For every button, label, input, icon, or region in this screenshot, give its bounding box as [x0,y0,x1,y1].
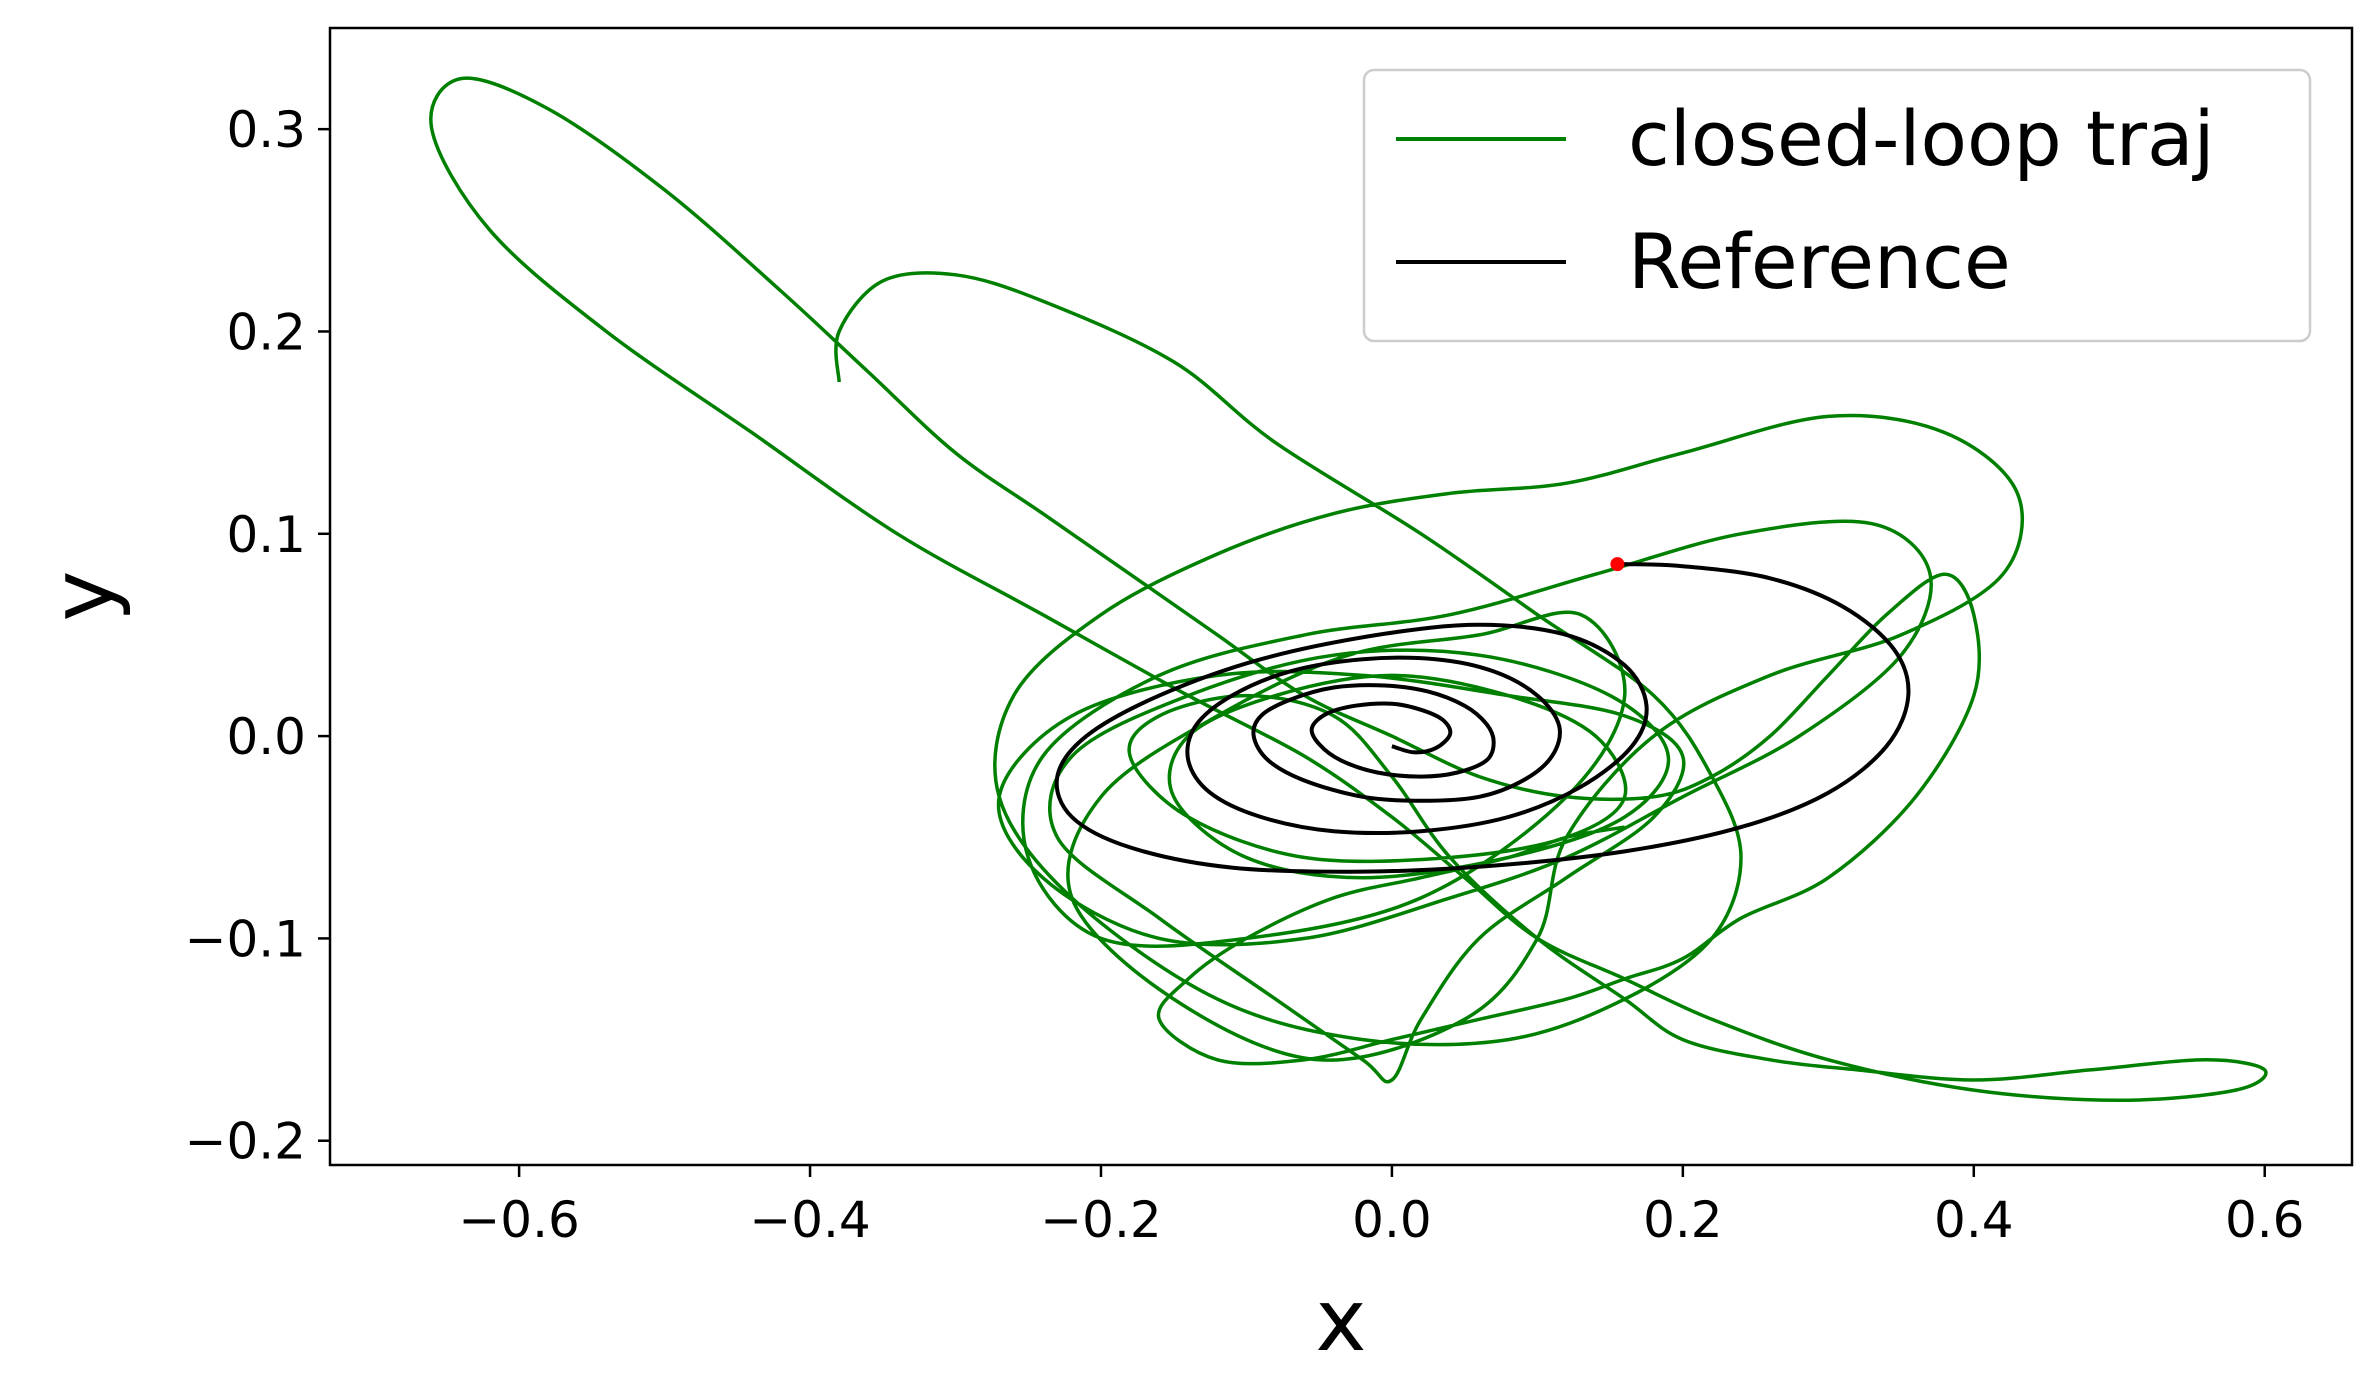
x-tick-label: 0.4 [1934,1191,2014,1249]
x-tick-label: 0.6 [2225,1191,2305,1249]
x-tick-label: 0.2 [1643,1191,1723,1249]
legend-label-reference: Reference [1628,217,2011,306]
x-tick-label: −0.4 [749,1191,870,1249]
series-line-closed-loop-traj [429,76,2268,1103]
series-line-reference [1054,561,1911,874]
marker-layer [1610,557,1625,572]
legend-label-closed-loop-traj: closed-loop traj [1628,94,2215,183]
x-tick-label: 0.0 [1352,1191,1432,1249]
plot-frame [328,26,2354,1167]
x-axis-label: x [1316,1271,1367,1371]
legend: closed-loop traj Reference [1362,68,2312,343]
y-tick-label: 0.2 [226,303,306,361]
series-layer [429,76,2268,1103]
plot-area [429,76,2268,1103]
legend-box [1362,68,2312,343]
x-axis: −0.6 −0.4 −0.2 0.0 0.2 0.4 0.6 [458,1165,2304,1249]
y-tick-label: 0.0 [226,708,306,766]
y-tick-label: −0.2 [185,1113,306,1171]
y-tick-label: −0.1 [185,910,306,968]
x-tick-label: −0.6 [458,1191,579,1249]
y-tick-label: 0.3 [226,101,306,159]
start-point-marker [1610,557,1625,572]
x-tick-label: −0.2 [1040,1191,1161,1249]
y-axis-label: y [33,571,133,622]
y-axis: −0.2 −0.1 0.0 0.1 0.2 0.3 [185,101,330,1171]
y-tick-label: 0.1 [226,506,306,564]
